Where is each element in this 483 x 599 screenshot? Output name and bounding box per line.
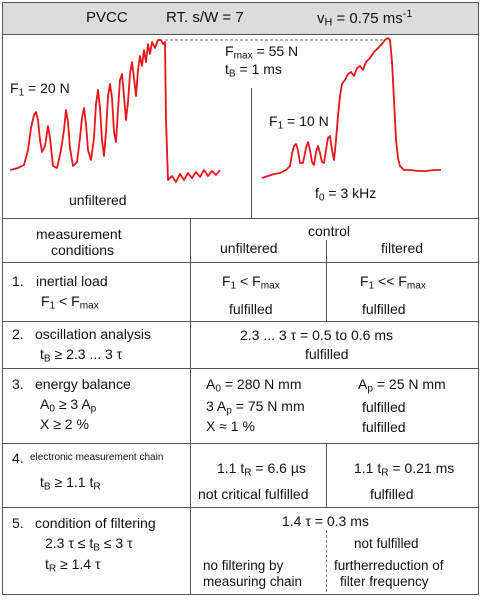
row5-filtered-line3: filter frequency [340, 574, 429, 589]
row1-title: inertial load [36, 273, 108, 289]
row-rule-4 [2, 443, 479, 444]
row4-unfiltered-status: not critical fulfilled [198, 486, 309, 502]
column-rule-filtered-5 [326, 530, 327, 592]
row1-unfiltered-relation: F1 < Fmax [222, 273, 280, 292]
col-header-filtered: filtered [381, 240, 424, 256]
column-rule-filtered-4 [326, 443, 327, 507]
row-rule-5 [2, 507, 479, 508]
column-rule-conditions [190, 218, 191, 595]
row4-title: electronic measurement chain [30, 452, 164, 463]
row5-result: 1.4 τ = 0.3 ms [282, 513, 369, 529]
left-f1-label: F1 = 20 N [10, 80, 70, 99]
row3-number: 3. [12, 376, 24, 392]
row1-filtered-status: fulfilled [362, 301, 406, 317]
row5-unfiltered-line1: no filtering by [203, 558, 284, 573]
col-header-unfiltered: unfiltered [220, 240, 278, 256]
row3-ap: Ap = 25 N mm [358, 376, 446, 395]
row4-filtered-status: fulfilled [370, 486, 414, 502]
figure-frame [2, 2, 479, 595]
row3-condition: A0 ≥ 3 Ap [40, 396, 97, 415]
fmax-label: Fmax = 55 N [225, 43, 299, 62]
row2-title: oscillation analysis [35, 326, 151, 342]
row3-title: energy balance [35, 376, 131, 392]
row3-status-1: fulfilled [362, 399, 406, 415]
row4-filtered-value: 1.1 tR = 0.21 ms [354, 460, 455, 479]
row1-unfiltered-status: fulfilled [229, 301, 273, 317]
table-top-rule [2, 218, 479, 219]
row1-number: 1. [12, 273, 24, 289]
row5-filtered-line2: furtherreduction of [334, 558, 444, 573]
tb-label: tB = 1 ms [225, 61, 282, 80]
unfiltered-force-trace [9, 39, 221, 183]
row5-unfiltered-line2: measuring chain [203, 574, 303, 589]
row3-x: X ≈ 1 % [206, 418, 255, 434]
header-speed: vH = 0.75 ms-1 [317, 8, 413, 29]
right-f1-label: F1 = 10 N [269, 113, 329, 132]
row1-condition: F1 < Fmax [41, 293, 99, 312]
row5-condition-1: 2.3 τ ≤ tB ≤ 3 τ [45, 535, 133, 554]
row-rule-1 [2, 262, 479, 263]
row3-a0: A0 = 280 N mm [206, 376, 302, 395]
left-caption: unfiltered [69, 192, 127, 208]
row3-status-2: fulfilled [362, 419, 406, 435]
row5-filtered-line1: not fulfilled [354, 536, 419, 551]
row3-condition-x: X ≥ 2 % [40, 416, 89, 432]
right-caption: f0 = 3 kHz [315, 185, 377, 204]
row3-3ap: 3 Ap = 75 N mm [206, 398, 305, 417]
col-header-measurement: measurement [36, 226, 122, 242]
row-rule-2 [2, 321, 479, 322]
col-header-conditions: conditions [51, 242, 115, 258]
header-ratio: RT. s/W = 7 [166, 9, 244, 26]
row2-number: 2. [12, 326, 24, 342]
row4-unfiltered-value: 1.1 tR = 6.6 µs [217, 460, 306, 479]
row5-title: condition of filtering [35, 515, 156, 531]
plots-divider [251, 88, 252, 218]
header-bar [2, 2, 479, 35]
row-rule-3 [2, 368, 479, 369]
row4-number: 4. [12, 450, 24, 466]
row1-filtered-relation: F1 << Fmax [360, 273, 426, 292]
column-rule-filtered-1 [326, 240, 327, 322]
row4-condition: tB ≥ 1.1 tR [40, 474, 101, 493]
row5-number: 5. [12, 515, 24, 531]
col-header-control: control [308, 223, 351, 239]
row2-status: fulfilled [305, 346, 349, 362]
filtered-force-trace [261, 37, 441, 179]
row2-result: 2.3 ... 3 τ = 0.5 to 0.6 ms [240, 327, 394, 343]
header-material: PVCC [86, 9, 128, 26]
row5-condition-2: tR ≥ 1.4 τ [45, 556, 101, 575]
row2-condition: tB ≥ 2.3 ... 3 τ [40, 346, 123, 365]
